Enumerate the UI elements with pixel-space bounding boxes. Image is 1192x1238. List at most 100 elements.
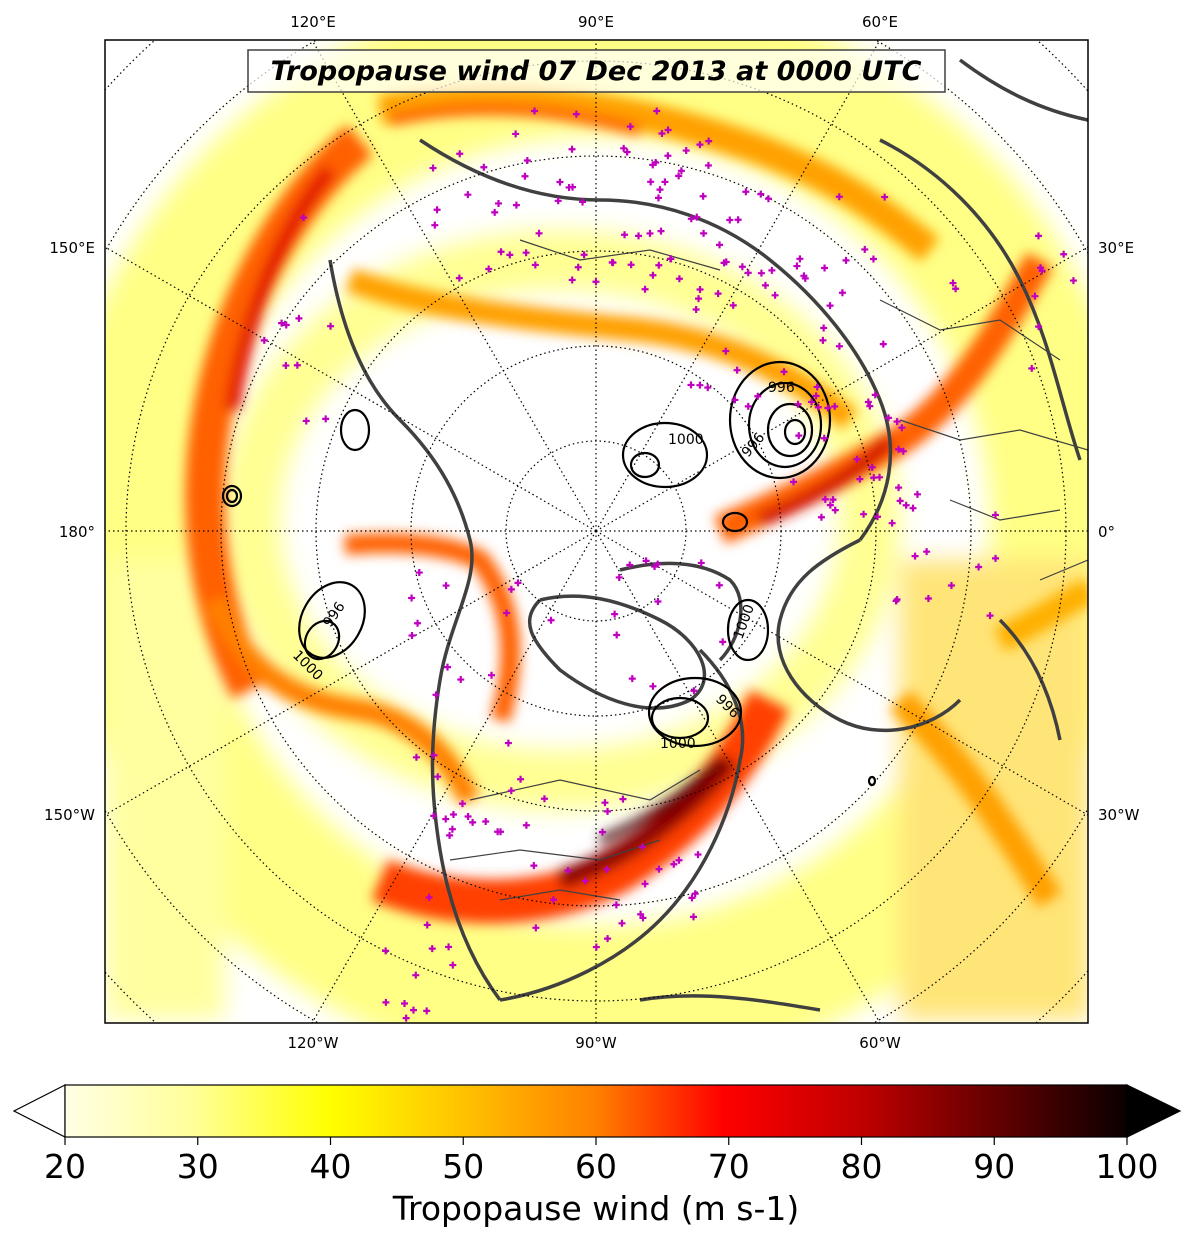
station-marker [664,152,672,160]
station-marker [696,286,704,294]
station-marker [609,259,617,267]
station-marker [677,167,685,175]
station-marker [835,342,843,350]
station-marker [744,269,752,277]
station-marker [428,945,436,953]
station-marker [742,188,750,196]
station-marker [579,198,587,206]
station-marker [487,671,495,679]
station-marker [302,417,310,425]
station-marker [654,194,662,202]
station-marker [975,563,983,571]
colorbar-label: Tropopause wind (m s-1) [392,1189,800,1228]
station-marker [689,913,697,921]
station-marker [611,610,619,618]
station-marker [572,110,580,118]
map-frame [104,39,1089,1024]
station-marker [888,519,896,527]
station-marker [464,191,472,199]
colorbar-extend-high [1126,1084,1182,1138]
station-marker [638,843,646,851]
station-marker [656,186,664,194]
map-title: Tropopause wind 07 Dec 2013 at 0000 UTC [271,56,922,87]
lon-label-bottom: 120°W [288,1034,339,1052]
station-marker [675,275,683,283]
station-marker [654,560,662,568]
station-marker [757,269,765,277]
station-marker [738,263,746,271]
station-marker [491,208,499,216]
title-box: Tropopause wind 07 Dec 2013 at 0000 UTC [247,49,946,93]
station-marker [687,381,695,389]
station-marker [295,314,303,322]
station-marker [911,552,919,560]
station-marker [647,178,655,186]
station-marker [814,403,822,411]
station-marker [655,865,663,873]
station-marker [414,619,422,627]
station-marker [429,164,437,172]
colorbar-gradient [64,1084,1128,1138]
station-marker [408,632,416,639]
station-marker [691,890,699,898]
station-marker [430,751,438,759]
colorbar-extend-low [12,1084,66,1138]
station-marker [382,998,390,1006]
station-marker [641,285,649,293]
station-marker [696,381,704,389]
colorbar-tick-label: 70 [708,1147,750,1186]
station-marker [649,271,657,279]
station-marker [896,497,904,505]
station-marker [623,148,631,156]
station-marker [895,484,903,492]
colorbar-tick-label: 60 [575,1147,617,1186]
station-marker [856,475,864,483]
station-marker [780,368,788,376]
pressure-contours [221,360,877,787]
station-marker [456,150,464,158]
station-marker [409,1006,417,1014]
station-marker [458,800,466,808]
station-marker [715,581,723,589]
station-marker [507,585,515,593]
station-marker [952,285,960,293]
station-marker [581,877,589,885]
station-marker [757,190,765,198]
station-marker [835,193,843,201]
station-marker [909,504,917,512]
station-marker [464,813,472,821]
lon-label-bottom: 90°W [575,1034,617,1052]
station-marker [819,336,827,344]
station-marker [497,248,505,256]
station-marker [639,914,647,922]
station-marker [687,215,695,223]
station-marker [829,496,837,504]
station-marker [991,511,999,519]
station-marker [322,415,330,423]
station-marker [449,811,457,819]
contour-label: 1000 [668,432,704,448]
station-marker [861,245,869,253]
station-marker [652,159,660,167]
station-marker [898,424,906,432]
station-marker [876,473,884,481]
station-marker [893,418,901,426]
station-marker [1031,292,1039,300]
lon-label-right: 30°W [1098,806,1140,824]
contour-label: 996 [768,380,795,396]
station-marker [719,638,727,646]
station-marker [448,825,456,833]
station-marker [408,594,416,602]
station-marker [620,144,628,152]
station-marker [433,206,441,214]
station-marker [565,183,573,191]
colorbar-tick-label: 90 [973,1147,1015,1186]
station-marker [826,302,834,310]
station-marker [425,893,433,901]
station-marker [693,213,701,221]
station-marker [808,398,816,406]
station-marker [282,362,290,370]
colorbar-tick-label: 80 [841,1147,883,1186]
station-marker [523,157,531,165]
station-marker [646,229,654,237]
